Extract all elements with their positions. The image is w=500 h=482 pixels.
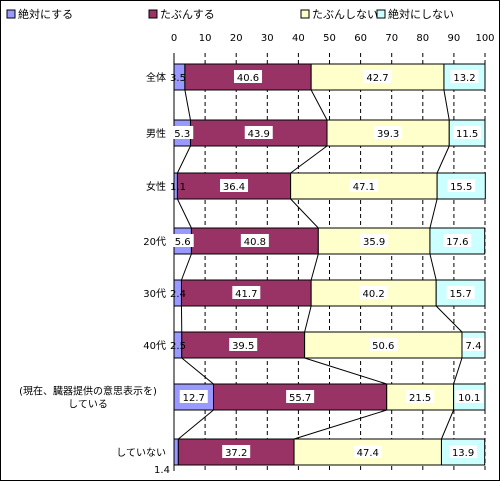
legend-label: 絶対にする: [18, 7, 73, 21]
category-label: 30代: [143, 288, 166, 300]
x-tick-label: 30: [261, 33, 274, 44]
category-label: 20代: [143, 236, 166, 248]
x-tick-label: 40: [292, 33, 305, 44]
legend-label: たぶんしない: [312, 8, 378, 21]
x-tick-label: 20: [230, 33, 243, 44]
category-label: 全体: [146, 71, 166, 84]
data-label: 15.5: [450, 182, 472, 193]
data-label: 39.5: [232, 341, 254, 352]
data-label: 7.4: [466, 341, 482, 352]
category-label: (現在、臓器提供の意思表示を): [19, 385, 157, 398]
legend-swatch: [7, 10, 15, 18]
data-label: 43.9: [248, 129, 270, 140]
series-line: [454, 358, 462, 384]
legend: 絶対にする たぶんする たぶんしない絶対にしない: [7, 7, 454, 21]
data-label: 42.7: [366, 73, 388, 84]
series-line: [444, 90, 449, 120]
x-tick-label: 100: [475, 33, 494, 44]
series-line: [305, 358, 387, 384]
series-line: [441, 410, 453, 439]
series-line: [182, 358, 214, 384]
series-line: [305, 306, 312, 332]
x-axis-ticks: 0 10 20 30 40 50 60 70 80 90 100: [171, 33, 495, 44]
series-line: [294, 410, 387, 439]
data-label: 39.3: [377, 129, 399, 140]
data-label: 35.9: [363, 237, 385, 248]
data-label: 11.5: [456, 129, 478, 140]
data-label: 17.6: [446, 237, 468, 248]
series-line: [430, 199, 437, 228]
series-line: [177, 199, 191, 228]
data-label: 47.4: [357, 448, 379, 459]
legend-label: 絶対にしない: [388, 7, 454, 21]
legend-label: たぶんする: [160, 8, 215, 21]
data-label: 5.3: [174, 129, 190, 140]
x-tick-label: 0: [171, 33, 177, 44]
x-tick-label: 80: [416, 33, 429, 44]
data-label: 5.6: [175, 237, 191, 248]
series-line: [177, 146, 190, 173]
bar-segment: [174, 439, 178, 465]
x-tick-label: 90: [448, 33, 461, 44]
series-line: [311, 254, 318, 280]
category-label: 女性: [146, 180, 166, 193]
x-tick-label: 60: [354, 33, 367, 44]
x-tick-label: 70: [385, 33, 398, 44]
data-label: 2.4: [170, 289, 186, 300]
data-label: 13.9: [452, 448, 474, 459]
series-line: [436, 306, 462, 332]
category-label: していない: [116, 447, 166, 459]
data-label: 1.1: [170, 182, 186, 193]
series-line: [311, 90, 327, 120]
data-label: 40.2: [363, 289, 385, 300]
data-label: 36.4: [223, 182, 245, 193]
legend-swatch: [301, 10, 309, 18]
category-label: している: [68, 399, 108, 411]
series-line: [291, 146, 327, 173]
data-label: 37.2: [225, 448, 247, 459]
data-label: 55.7: [289, 393, 311, 404]
data-label: 15.7: [449, 289, 471, 300]
legend-swatch: [377, 10, 385, 18]
category-label: 40代: [143, 340, 166, 352]
data-label: 2.5: [170, 341, 186, 352]
data-label: 1.4: [154, 465, 170, 476]
x-tick-label: 10: [199, 33, 212, 44]
series-line: [437, 146, 449, 173]
series-line: [185, 90, 191, 120]
data-label: 40.6: [237, 73, 259, 84]
legend-swatch: [149, 10, 157, 18]
data-label: 40.8: [244, 237, 266, 248]
series-line: [291, 199, 319, 228]
data-label: 13.2: [453, 73, 475, 84]
data-label: 41.7: [235, 289, 257, 300]
data-label: 47.1: [353, 182, 375, 193]
data-label: 50.6: [372, 341, 394, 352]
series-line: [181, 254, 191, 280]
x-tick-label: 50: [323, 33, 336, 44]
category-label: 男性: [146, 127, 166, 140]
data-label: 12.7: [183, 393, 205, 404]
data-label: 3.5: [170, 73, 186, 84]
series-line: [178, 410, 213, 439]
data-label: 10.1: [458, 393, 480, 404]
data-label: 21.5: [409, 393, 431, 404]
series-line: [430, 254, 436, 280]
